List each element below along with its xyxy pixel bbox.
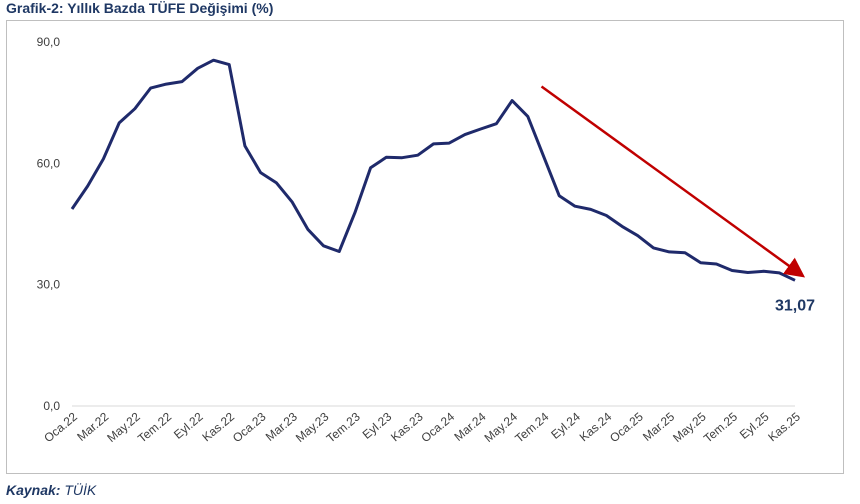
x-tick-label: May.22 [104,409,143,445]
x-tick-label: Eyl.23 [360,409,395,441]
y-tick-label: 90,0 [37,35,61,49]
x-tick-label: May.25 [670,409,709,445]
last-value-label: 31,07 [775,297,815,314]
x-tick-label: Tem.24 [512,409,551,445]
x-tick-label: Mar.23 [263,409,300,444]
x-tick-label: Oca.23 [230,409,269,445]
x-tick-label: Oca.25 [607,409,646,445]
x-tick-label: Mar.22 [74,409,111,444]
x-tick-label: Oca.22 [41,409,80,445]
x-tick-label: Tem.22 [135,409,174,445]
tufe-line-chart: 0,030,060,090,0Oca.22Mar.22May.22Tem.22E… [37,35,815,446]
x-tick-label: Eyl.22 [171,409,206,441]
source-note: Kaynak: TÜİK [6,482,96,498]
source-label: Kaynak: [6,482,61,498]
x-tick-label: May.24 [482,409,521,445]
y-tick-label: 0,0 [43,399,60,413]
x-tick-label: Oca.24 [418,409,457,445]
x-tick-label: Kas.23 [388,409,426,444]
x-tick-label: Eyl.24 [548,409,583,441]
tufe-series-line [70,58,796,282]
x-tick-label: Mar.24 [451,409,488,444]
x-tick-label: Tem.25 [701,409,740,445]
x-tick-label: Eyl.25 [737,409,772,441]
source-text: TÜİK [64,482,97,498]
y-tick-label: 60,0 [37,156,61,170]
x-tick-label: Kas.25 [765,409,803,444]
x-tick-label: Kas.22 [199,409,237,444]
x-tick-label: Mar.25 [640,409,677,444]
chart-title: Grafik-2: Yıllık Bazda TÜFE Değişimi (%) [6,0,274,16]
x-tick-label: Kas.24 [577,409,615,444]
x-tick-label: May.23 [293,409,332,445]
x-tick-label: Tem.23 [324,409,363,445]
y-tick-label: 30,0 [37,278,61,292]
trend-arrow [540,85,806,278]
